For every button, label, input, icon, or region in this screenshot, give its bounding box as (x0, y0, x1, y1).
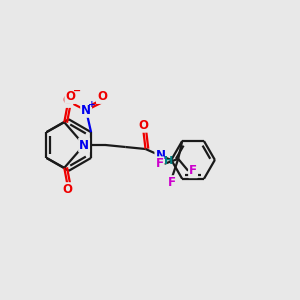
Text: H: H (164, 156, 173, 166)
Text: O: O (65, 90, 75, 103)
Text: +: + (88, 100, 96, 109)
Text: −: − (73, 85, 81, 96)
Text: F: F (189, 164, 197, 177)
Text: O: O (139, 119, 148, 132)
Text: N: N (81, 104, 91, 117)
Text: F: F (168, 176, 176, 189)
Text: N: N (155, 149, 165, 162)
Text: N: N (79, 139, 89, 152)
Text: O: O (62, 183, 72, 196)
Text: O: O (62, 94, 72, 107)
Text: F: F (155, 157, 164, 170)
Text: O: O (97, 90, 107, 103)
